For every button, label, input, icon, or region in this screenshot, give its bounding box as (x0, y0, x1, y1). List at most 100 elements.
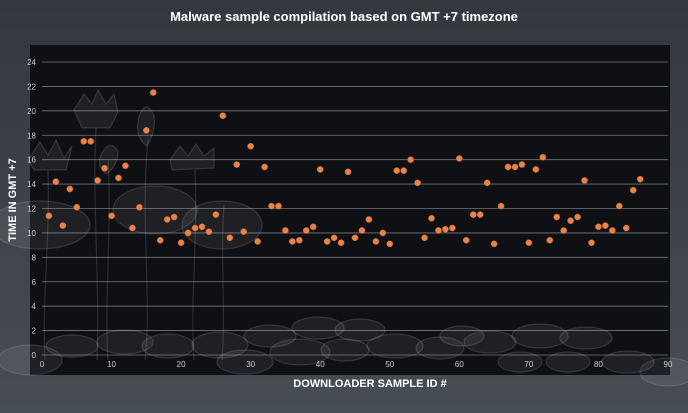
data-point (344, 168, 352, 176)
y-axis-label: TIME IN GMT +7 (7, 158, 19, 241)
data-point (358, 227, 366, 234)
data-point (142, 127, 150, 134)
data-point (219, 112, 227, 120)
data-point (136, 203, 143, 211)
data-point (609, 227, 616, 234)
data-point (602, 222, 609, 229)
data-point (212, 211, 220, 218)
x-tick-label: 0 (40, 360, 45, 369)
data-point (296, 236, 303, 244)
data-point (163, 216, 171, 223)
data-point (588, 239, 595, 247)
data-point (177, 239, 185, 247)
y-tick-label: 6 (32, 278, 37, 287)
data-points (45, 89, 644, 248)
data-point (421, 234, 428, 242)
data-point (372, 238, 380, 245)
x-tick-label: 30 (246, 360, 255, 369)
data-point (330, 234, 338, 242)
data-point (546, 236, 554, 244)
x-tick-label: 50 (385, 360, 394, 369)
data-point (469, 211, 477, 218)
data-point (574, 213, 581, 221)
y-tick-label: 14 (27, 180, 36, 189)
data-point (400, 167, 408, 175)
x-axis-ticks: 0 10 20 30 40 50 60 70 80 90 (40, 360, 673, 369)
y-tick-label: 24 (27, 58, 36, 67)
data-point (149, 89, 157, 96)
data-point (198, 223, 206, 231)
data-point (497, 202, 505, 210)
data-point (268, 202, 275, 210)
data-point (170, 213, 178, 221)
data-point (622, 224, 630, 232)
data-point (184, 229, 192, 237)
x-tick-label: 90 (664, 360, 673, 369)
data-point (115, 174, 122, 182)
data-point (122, 162, 129, 170)
y-tick-label: 0 (32, 351, 37, 360)
data-point (45, 212, 53, 220)
data-point (553, 213, 561, 221)
data-point (449, 224, 456, 232)
data-point (156, 236, 164, 244)
data-point (483, 179, 491, 187)
data-point (73, 203, 81, 211)
data-point (289, 238, 296, 245)
data-point (302, 227, 310, 234)
data-point (581, 177, 588, 184)
y-tick-label: 10 (27, 229, 36, 238)
y-tick-label: 8 (32, 253, 37, 262)
plot-background (30, 45, 670, 375)
gridlines (42, 61, 668, 356)
data-point (476, 211, 484, 218)
data-point (351, 234, 359, 242)
data-point (316, 166, 324, 173)
data-point (539, 153, 547, 161)
x-tick-label: 70 (524, 360, 533, 369)
data-point (455, 155, 463, 162)
data-point (108, 212, 115, 220)
data-point (59, 222, 67, 229)
data-point (254, 238, 261, 245)
data-point (365, 216, 373, 223)
y-tick-label: 12 (27, 205, 36, 214)
x-tick-label: 10 (107, 360, 116, 369)
data-point (379, 229, 387, 237)
y-tick-label: 16 (27, 156, 36, 165)
data-point (560, 227, 568, 234)
data-point (309, 223, 317, 231)
data-point (275, 202, 282, 210)
data-point (414, 179, 421, 187)
data-point (393, 167, 401, 175)
data-point (595, 223, 602, 231)
data-point (282, 227, 289, 234)
data-point (407, 156, 414, 164)
data-point (233, 161, 241, 168)
data-point (490, 240, 498, 248)
y-tick-label: 20 (27, 107, 36, 116)
y-tick-label: 2 (32, 327, 37, 336)
data-point (518, 161, 526, 168)
chart-title: Malware sample compilation based on GMT … (170, 9, 518, 24)
data-point (567, 217, 574, 225)
data-point (428, 214, 435, 222)
data-point (226, 234, 234, 242)
data-point (629, 186, 637, 194)
data-point (247, 142, 255, 150)
data-point (87, 138, 95, 145)
data-point (462, 236, 470, 244)
data-point (205, 228, 213, 236)
x-axis-label: DOWNLOADER SAMPLE ID # (293, 378, 446, 390)
data-point (66, 185, 74, 193)
data-point (386, 240, 394, 248)
y-tick-label: 22 (27, 82, 36, 91)
data-point (323, 238, 331, 245)
y-tick-label: 4 (32, 302, 37, 311)
data-point (636, 175, 644, 183)
data-point (504, 163, 512, 171)
y-tick-label: 18 (27, 131, 36, 140)
